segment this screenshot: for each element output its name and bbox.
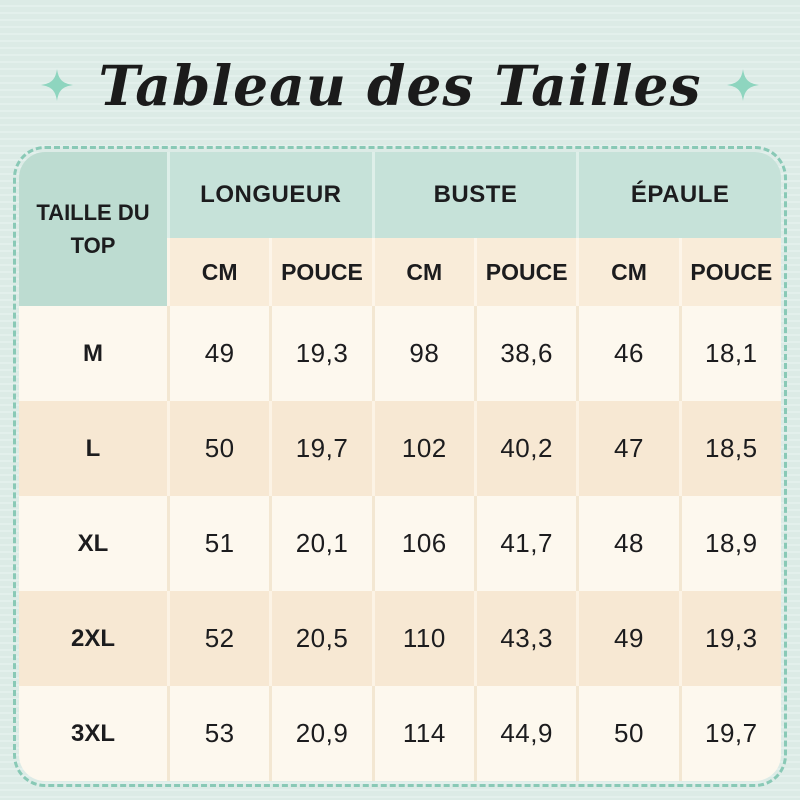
column-group-buste: BUSTE [371,152,577,238]
value-cell: 20,9 [269,686,372,781]
sparkle-icon [727,69,760,101]
size-chart-border: TAILLE DU TOP LONGUEUR BUSTE ÉPAULE CM P… [13,146,787,787]
value-cell: 38,6 [473,306,577,401]
value-cell: 51 [167,496,270,591]
unit-header: POUCE [678,238,781,306]
value-cell: 44,9 [473,686,577,781]
unit-header: CM [371,238,474,306]
table-row-m: M 49 19,3 98 38,6 46 18,1 [19,306,781,401]
value-cell: 20,1 [269,496,372,591]
value-cell: 50 [576,686,679,781]
value-cell: 40,2 [473,401,577,496]
value-cell: 18,9 [678,496,781,591]
corner-header-cell: TAILLE DU TOP [19,152,167,306]
value-cell: 41,7 [473,496,577,591]
unit-header: POUCE [473,238,577,306]
value-cell: 53 [167,686,270,781]
header-row-groups: TAILLE DU TOP LONGUEUR BUSTE ÉPAULE [19,152,781,306]
value-cell: 47 [576,401,679,496]
value-cell: 46 [576,306,679,401]
value-cell: 49 [576,591,679,686]
value-cell: 114 [371,686,474,781]
page-header: Tableau des Tailles [0,46,800,124]
size-label: L [19,401,167,496]
table-row-3xl: 3XL 53 20,9 114 44,9 50 19,7 [19,686,781,781]
value-cell: 20,5 [269,591,372,686]
value-cell: 18,1 [678,306,781,401]
table-row-xl: XL 51 20,1 106 41,7 48 18,9 [19,496,781,591]
size-chart-table: TAILLE DU TOP LONGUEUR BUSTE ÉPAULE CM P… [19,152,781,781]
header-row-units: CM POUCE CM POUCE CM POUCE [19,238,781,306]
size-chart: TAILLE DU TOP LONGUEUR BUSTE ÉPAULE CM P… [19,152,781,781]
unit-header: CM [167,238,270,306]
column-group-longueur: LONGUEUR [167,152,372,238]
value-cell: 48 [576,496,679,591]
value-cell: 49 [167,306,270,401]
value-cell: 19,7 [269,401,372,496]
value-cell: 18,5 [678,401,781,496]
value-cell: 98 [371,306,474,401]
size-label: 2XL [19,591,167,686]
table-row-2xl: 2XL 52 20,5 110 43,3 49 19,3 [19,591,781,686]
size-label: M [19,306,167,401]
value-cell: 43,3 [473,591,577,686]
page-title: Tableau des Tailles [98,52,702,118]
sparkle-icon [40,69,73,101]
unit-header: POUCE [269,238,372,306]
value-cell: 102 [371,401,474,496]
value-cell: 19,3 [269,306,372,401]
unit-header: CM [576,238,679,306]
size-label: 3XL [19,686,167,781]
table-row-l: L 50 19,7 102 40,2 47 18,5 [19,401,781,496]
value-cell: 19,7 [678,686,781,781]
column-group-epaule: ÉPAULE [576,152,781,238]
value-cell: 106 [371,496,474,591]
size-label: XL [19,496,167,591]
value-cell: 110 [371,591,474,686]
value-cell: 19,3 [678,591,781,686]
value-cell: 50 [167,401,270,496]
value-cell: 52 [167,591,270,686]
